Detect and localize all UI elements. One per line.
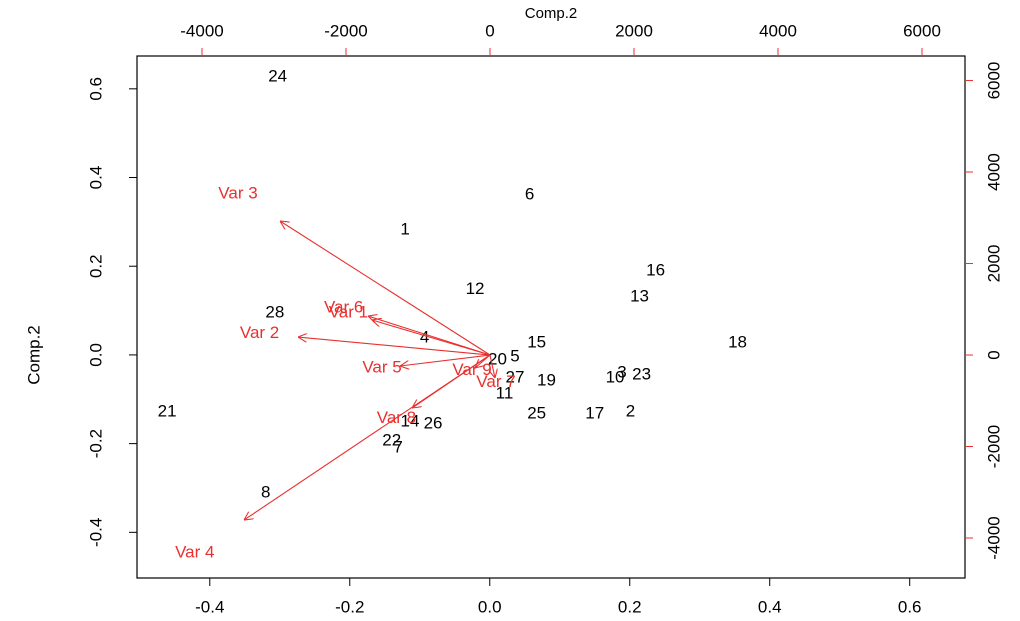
x-tick-label: 0.6	[898, 597, 922, 616]
point-label: 17	[585, 403, 604, 422]
point-label: 2	[626, 402, 635, 421]
y-tick-label: 0.4	[86, 166, 105, 190]
x-tick-label: -0.2	[335, 597, 364, 616]
x2-tick-label: 4000	[759, 21, 797, 40]
point-label: 13	[630, 286, 649, 305]
y2-tick-label: 2000	[984, 245, 1003, 283]
y-tick-label: 0.0	[86, 343, 105, 367]
arrow-label: Var 4	[175, 543, 214, 562]
point-label: 11	[496, 383, 514, 402]
point-label: 23	[632, 364, 651, 383]
point-label: 3	[617, 363, 626, 382]
arrow-label: Var 1	[329, 303, 368, 322]
point-label: 12	[466, 279, 485, 298]
loading-arrow	[368, 316, 491, 356]
point-label: 16	[646, 261, 665, 280]
arrow-label: Var 2	[240, 323, 279, 342]
x-tick-label: 0.4	[758, 597, 782, 616]
y-tick-label: 0.6	[86, 77, 105, 101]
point-label: 5	[510, 347, 519, 366]
point-label: 8	[261, 482, 270, 501]
x2-tick-label: 0	[485, 21, 494, 40]
loading-arrow	[475, 354, 491, 368]
x-tick-label: 0.0	[478, 597, 502, 616]
arrow-label: Var 3	[218, 184, 257, 203]
loading-arrow	[298, 337, 491, 356]
x-tick-label: 0.2	[618, 597, 642, 616]
x-tick-label: -0.4	[195, 597, 224, 616]
loading-arrow	[400, 354, 491, 366]
point-label: 1	[400, 219, 409, 238]
point-label: 7	[393, 438, 402, 457]
point-label: 4	[420, 328, 429, 347]
point-label: 18	[728, 332, 747, 351]
point-label: 24	[268, 66, 287, 85]
y-axis-label: Comp.2	[24, 325, 43, 385]
y2-tick-label: 0	[984, 350, 1003, 359]
y2-tick-label: 6000	[984, 62, 1003, 100]
point-label: 25	[527, 403, 546, 422]
point-label: 26	[424, 414, 443, 433]
x2-tick-label: 6000	[903, 21, 941, 40]
loading-arrow	[490, 354, 495, 378]
point-label: 21	[158, 402, 177, 421]
x2-tick-label: -4000	[180, 21, 223, 40]
x2-tick-label: 2000	[615, 21, 653, 40]
top-axis-label: Comp.2	[525, 5, 578, 22]
x2-tick-label: -2000	[324, 21, 367, 40]
arrow-label: Var 8	[377, 408, 416, 427]
y2-tick-label: -2000	[984, 425, 1003, 468]
point-label: 27	[505, 367, 524, 386]
point-label: 19	[537, 371, 556, 390]
plot-frame	[136, 55, 966, 579]
point-label: 28	[265, 302, 284, 321]
point-label: 10	[606, 367, 625, 386]
arrow-label: Var 9	[452, 360, 491, 379]
point-label: 6	[525, 184, 534, 203]
y2-tick-label: 4000	[984, 153, 1003, 191]
loading-arrow	[280, 221, 491, 356]
point-label: 22	[382, 430, 401, 449]
arrow-label: Var 5	[362, 358, 401, 377]
point-label: 14	[401, 411, 420, 430]
y2-tick-label: -4000	[984, 516, 1003, 559]
point-label: 15	[527, 332, 546, 351]
y-tick-label: 0.2	[86, 254, 105, 278]
y-tick-label: -0.4	[86, 518, 105, 547]
y-tick-label: -0.2	[86, 429, 105, 458]
arrow-label: Var 6	[324, 298, 363, 317]
arrow-label: Var 7	[476, 372, 515, 391]
point-label: 20	[488, 349, 507, 368]
